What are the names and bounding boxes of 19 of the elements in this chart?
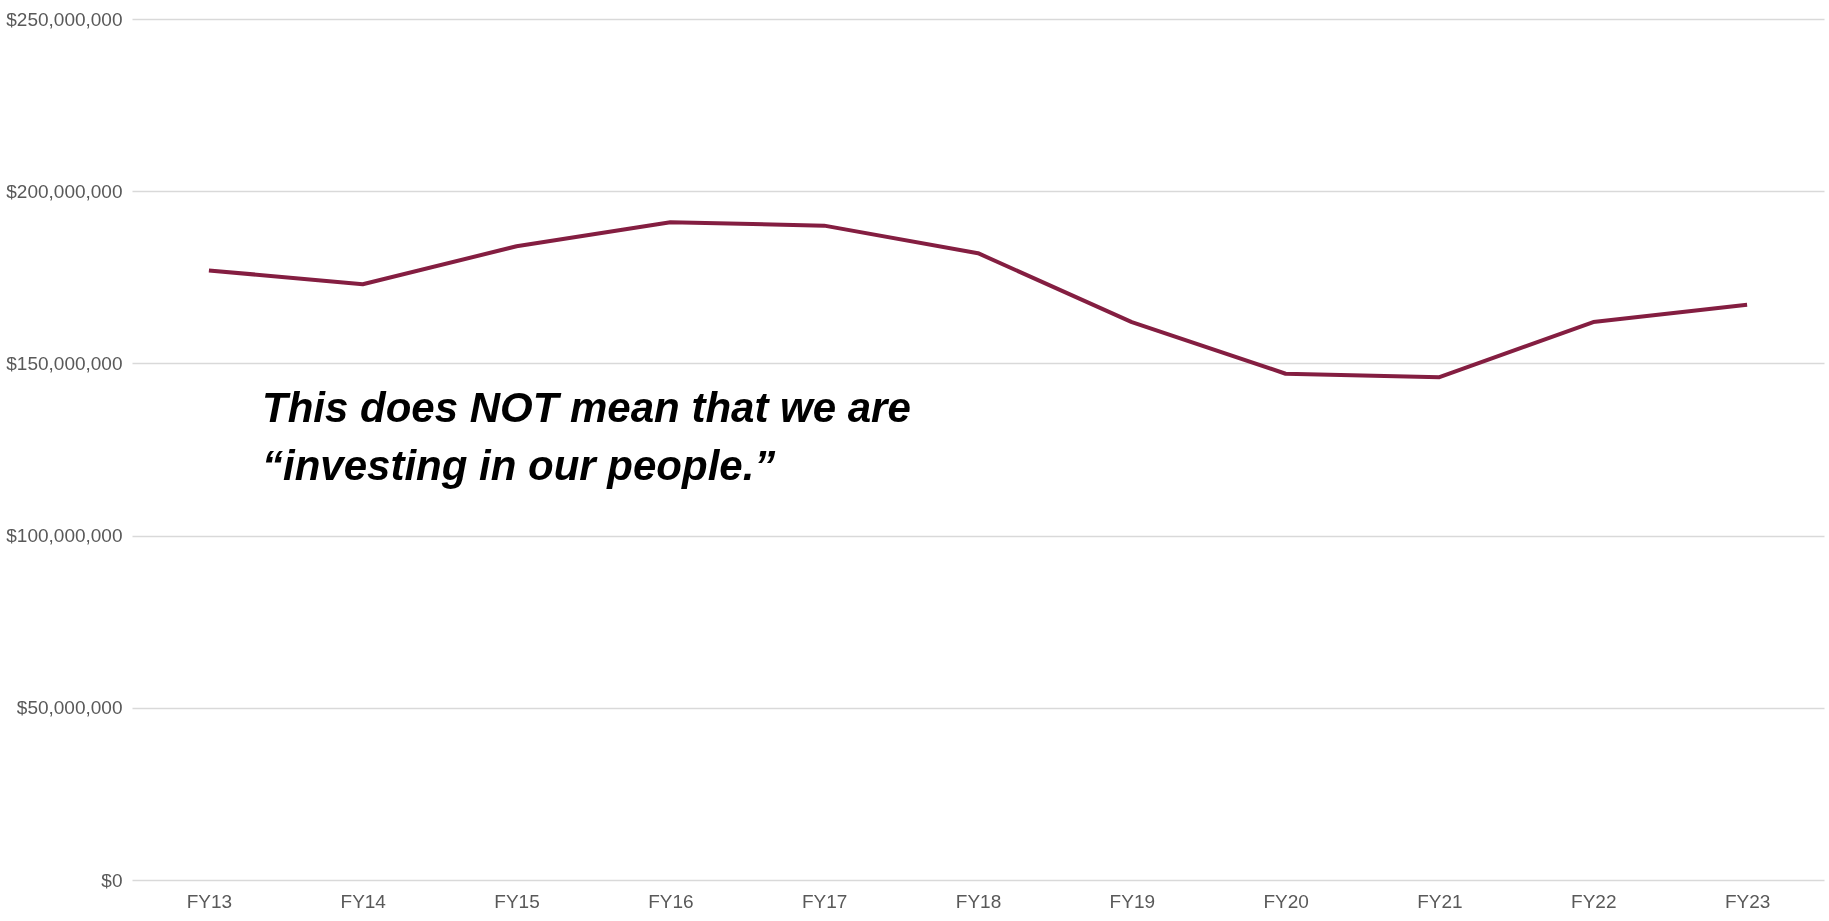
y-tick-label: $0 xyxy=(101,869,123,891)
x-tick-label: FY23 xyxy=(1724,890,1771,912)
y-tick-label: $150,000,000 xyxy=(6,352,123,374)
y-tick-label: $100,000,000 xyxy=(6,525,123,547)
x-tick-label: FY22 xyxy=(1571,890,1617,912)
x-tick-label: FY20 xyxy=(1263,890,1309,912)
x-tick-label: FY17 xyxy=(801,890,848,912)
x-tick-label: FY13 xyxy=(186,890,233,912)
x-tick-label: FY18 xyxy=(955,890,1002,912)
x-tick-label: FY15 xyxy=(494,890,540,912)
line-series xyxy=(206,220,1750,380)
y-tick-label: $50,000,000 xyxy=(16,697,123,719)
annotation: This does NOT mean that we are “investing in our people.” xyxy=(262,384,911,489)
x-tick-label: FY21 xyxy=(1417,890,1463,912)
x-tick-label: FY14 xyxy=(340,890,387,912)
y-tick-label: $200,000,000 xyxy=(6,180,123,202)
x-tick-label: FY19 xyxy=(1109,890,1156,912)
y-tick-label: $250,000,000 xyxy=(6,8,123,30)
x-tick-label: FY16 xyxy=(648,890,694,912)
